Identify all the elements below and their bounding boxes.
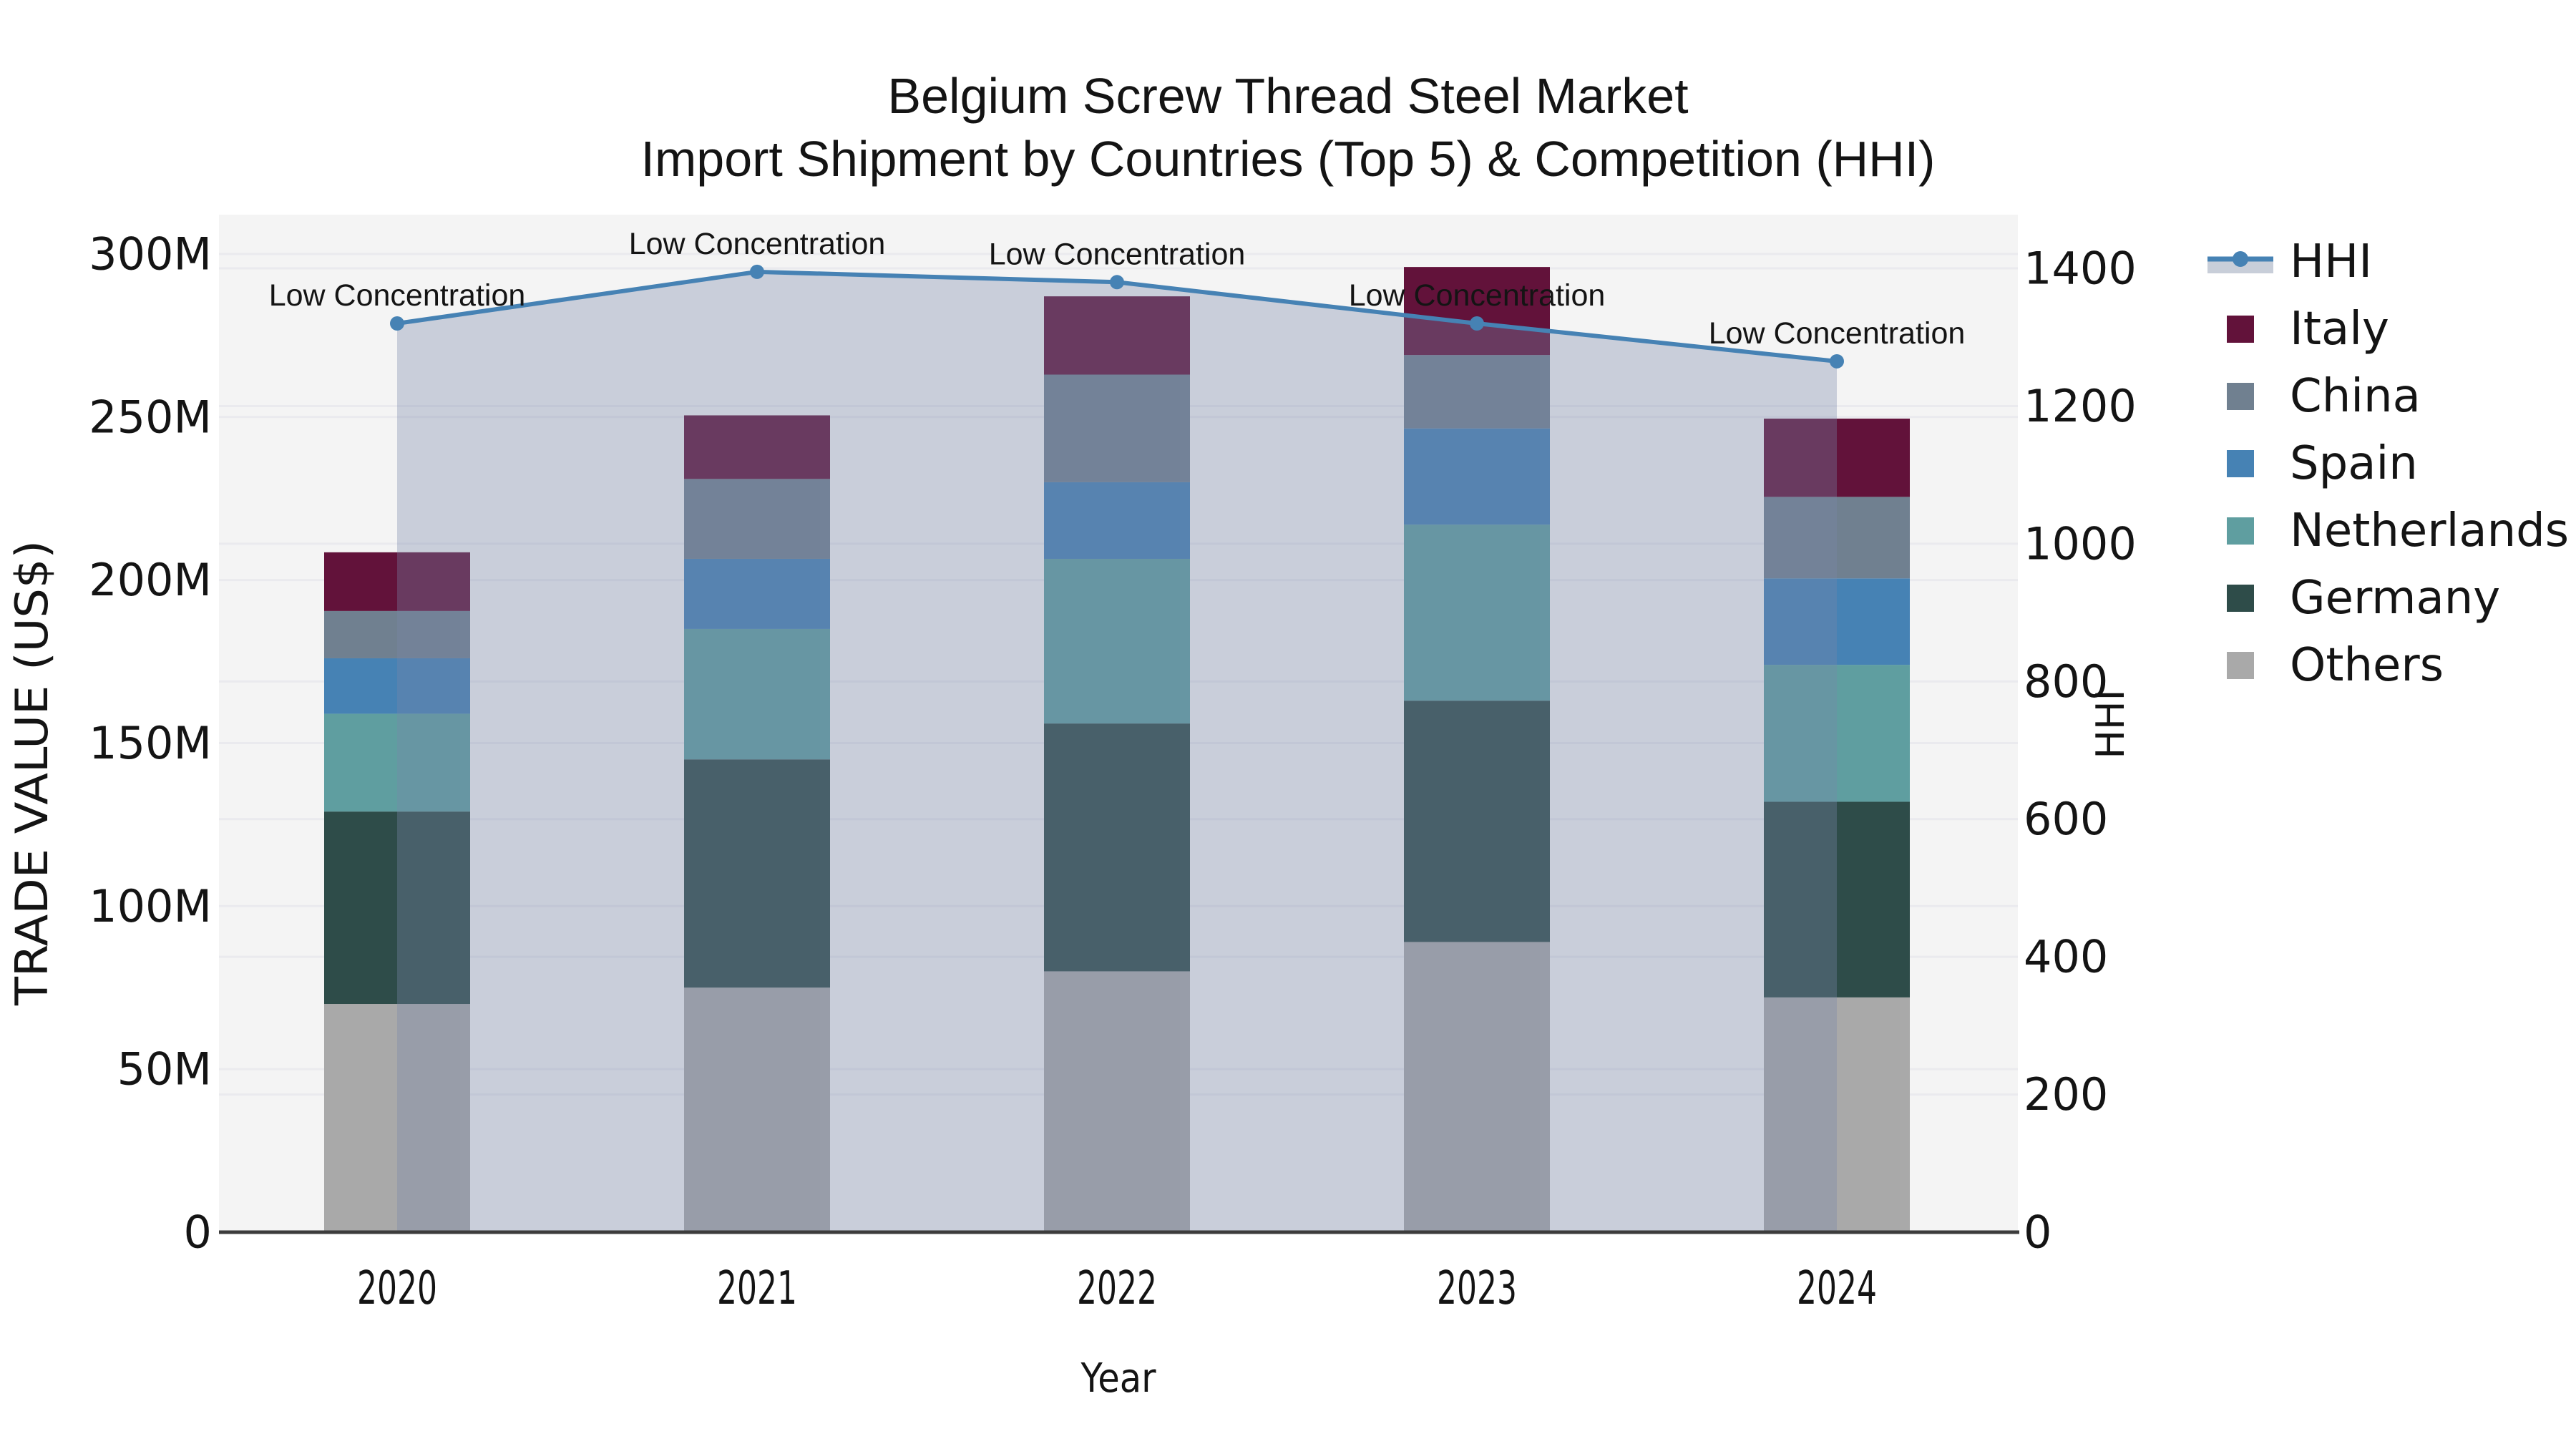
- x-tick-2020: 2020: [357, 1262, 437, 1315]
- legend-item-spain: Spain: [2227, 437, 2418, 490]
- legend-hhi-marker-swatch: [2233, 251, 2248, 267]
- annotation-2023: Low Concentration: [1349, 278, 1606, 313]
- legend-label-hhi: HHI: [2290, 235, 2372, 288]
- bar-segment-china-2024: [1764, 497, 1910, 579]
- bar-segment-italy-2020: [324, 552, 470, 611]
- hhi-marker-2023: [1470, 316, 1484, 331]
- bar-segment-spain-2021: [684, 558, 830, 629]
- bar-segment-netherlands-2023: [1404, 525, 1550, 701]
- legend-label-netherlands: Netherlands: [2290, 504, 2569, 557]
- x-tick-2023: 2023: [1437, 1262, 1517, 1315]
- y-right-tick-800: 800: [2024, 655, 2108, 708]
- hhi-marker-2021: [750, 264, 764, 279]
- bar-segment-others-2023: [1404, 942, 1550, 1232]
- legend-swatch-italy: [2227, 316, 2254, 343]
- bar-segment-germany-2021: [684, 759, 830, 988]
- bar-segment-netherlands-2022: [1044, 558, 1190, 724]
- y-right-tick-1200: 1200: [2024, 380, 2137, 432]
- bar-segment-germany-2023: [1404, 701, 1550, 942]
- x-tick-2021: 2021: [717, 1262, 797, 1315]
- legend-item-china: China: [2227, 370, 2421, 423]
- y-axis-label-right: HHI: [2088, 689, 2133, 758]
- hhi-line-series: [390, 264, 1844, 369]
- bar-segment-others-2021: [684, 987, 830, 1232]
- hhi-marker-2020: [390, 316, 404, 331]
- annotation-2022: Low Concentration: [989, 237, 1246, 271]
- y-axis-label-left: TRADE VALUE (US$): [6, 540, 58, 1006]
- legend-swatch-germany: [2227, 585, 2254, 612]
- bar-segment-germany-2024: [1764, 801, 1910, 997]
- bar-segment-germany-2022: [1044, 723, 1190, 972]
- bar-segment-spain-2023: [1404, 428, 1550, 525]
- legend: HHI Italy China Spain Netherlands Germany Othe…: [2207, 235, 2569, 692]
- y-right-tick-1000: 1000: [2024, 517, 2137, 570]
- legend-swatch-netherlands: [2227, 517, 2254, 545]
- bar-segment-netherlands-2020: [324, 713, 470, 812]
- x-tick-2022: 2022: [1077, 1262, 1157, 1315]
- y-left-tick-300M: 300M: [89, 228, 212, 280]
- legend-label-others: Others: [2290, 639, 2444, 692]
- y-right-tick-1400: 1400: [2024, 243, 2137, 295]
- bar-segment-italy-2021: [684, 415, 830, 479]
- bar-segment-germany-2020: [324, 811, 470, 1005]
- bar-segment-china-2021: [684, 479, 830, 559]
- y-left-tick-250M: 250M: [89, 391, 212, 443]
- y-left-tick-150M: 150M: [89, 717, 212, 769]
- bar-segment-china-2022: [1044, 374, 1190, 482]
- hhi-marker-2022: [1110, 275, 1124, 290]
- bar-segment-china-2023: [1404, 355, 1550, 429]
- annotations: Low Concentration Low Concentration Low Co…: [269, 227, 1966, 351]
- y-left-tick-200M: 200M: [89, 554, 212, 606]
- bar-segment-italy-2024: [1764, 419, 1910, 497]
- bar-segment-china-2020: [324, 610, 470, 658]
- legend-swatch-china: [2227, 383, 2254, 410]
- y-left-tick-100M: 100M: [89, 880, 212, 932]
- bar-segment-others-2020: [324, 1004, 470, 1232]
- stacked-bars: [324, 267, 1910, 1232]
- annotation-2020: Low Concentration: [269, 278, 526, 313]
- x-axis-label: Year: [1080, 1355, 1157, 1402]
- annotation-2024: Low Concentration: [1709, 316, 1966, 351]
- legend-item-germany: Germany: [2227, 572, 2500, 625]
- legend-label-spain: Spain: [2290, 437, 2418, 490]
- chart-title-line2: Import Shipment by Countries (Top 5) & C…: [641, 131, 1936, 187]
- bar-segment-netherlands-2021: [684, 628, 830, 760]
- y-right-tick-200: 200: [2024, 1068, 2108, 1121]
- chart-title-line1: Belgium Screw Thread Steel Market: [887, 68, 1688, 124]
- legend-label-china: China: [2290, 370, 2421, 423]
- bar-segment-others-2022: [1044, 971, 1190, 1232]
- y-left-tick-0: 0: [184, 1206, 212, 1259]
- bar-segment-spain-2020: [324, 658, 470, 714]
- hhi-marker-2024: [1830, 353, 1844, 369]
- y-right-tick-0: 0: [2024, 1206, 2051, 1259]
- legend-item-netherlands: Netherlands: [2227, 504, 2569, 557]
- legend-swatch-spain: [2227, 450, 2254, 477]
- bar-segment-netherlands-2024: [1764, 665, 1910, 802]
- annotation-2021: Low Concentration: [629, 227, 886, 261]
- legend-label-italy: Italy: [2290, 303, 2389, 356]
- legend-swatch-others: [2227, 652, 2254, 679]
- legend-item-italy: Italy: [2227, 303, 2389, 356]
- bar-segment-spain-2022: [1044, 482, 1190, 559]
- y-left-tick-50M: 50M: [117, 1043, 212, 1096]
- bar-segment-italy-2022: [1044, 296, 1190, 375]
- legend-label-germany: Germany: [2290, 572, 2500, 625]
- hhi-area-fill: [397, 271, 1837, 1233]
- x-tick-2024: 2024: [1797, 1262, 1877, 1315]
- y-right-tick-600: 600: [2024, 793, 2108, 845]
- bar-segment-italy-2023: [1404, 267, 1550, 356]
- hhi-area-polygon: [397, 271, 1837, 1233]
- bar-segment-spain-2024: [1764, 578, 1910, 665]
- y-right-tick-400: 400: [2024, 931, 2108, 983]
- axis-tick-labels: 0 50M 100M 150M 200M 250M 300M 0 200 400 600 800 100…: [89, 228, 2137, 1315]
- legend-item-hhi: HHI: [2207, 235, 2372, 288]
- legend-item-others: Others: [2227, 639, 2444, 692]
- bar-segment-others-2024: [1764, 997, 1910, 1232]
